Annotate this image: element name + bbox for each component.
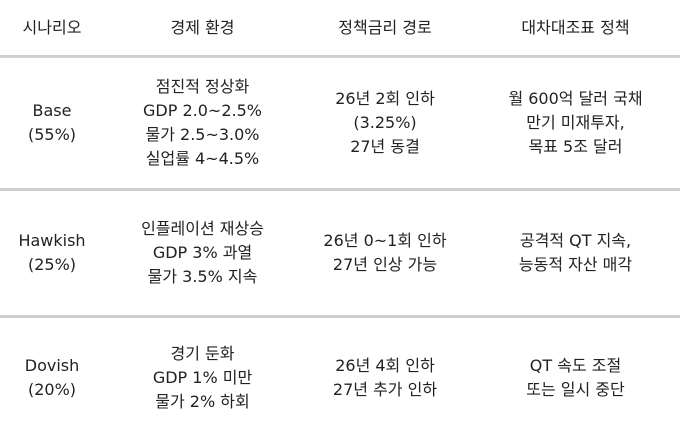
cell-line: 목표 5조 달러 <box>528 137 623 156</box>
cell-line: 능동적 자산 매각 <box>518 255 633 274</box>
header-balance-sheet: 대차대조표 정책 <box>469 0 680 58</box>
cell-line: (20%) <box>27 380 77 399</box>
cell-line: Dovish <box>24 356 80 375</box>
economy-cell: 인플레이션 재상승 GDP 3% 과열 물가 3.5% 지속 <box>104 189 300 318</box>
cell-line: 또는 일시 중단 <box>526 380 625 399</box>
cell-line: GDP 1% 미만 <box>152 368 253 387</box>
header-rate-path: 정책금리 경로 <box>299 0 470 58</box>
economy-cell: 점진적 정상화 GDP 2.0~2.5% 물가 2.5~3.0% 실업률 4~4… <box>104 56 300 191</box>
cell-line: 26년 4회 인하 <box>335 356 435 375</box>
table-row: Base (55%) 점진적 정상화 GDP 2.0~2.5% 물가 2.5~3… <box>0 56 680 191</box>
cell-line: 26년 0~1회 인하 <box>323 231 447 250</box>
cell-line: GDP 3% 과열 <box>152 243 253 262</box>
table-row: Dovish (20%) 경기 둔화 GDP 1% 미만 물가 2% 하회 26… <box>0 316 680 439</box>
cell-line: (55%) <box>27 125 77 144</box>
cell-line: GDP 2.0~2.5% <box>143 101 262 120</box>
cell-line: Hawkish <box>18 231 86 250</box>
header-economy: 경제 환경 <box>104 0 300 58</box>
cell-line: 27년 동결 <box>350 137 420 156</box>
cell-line: 물가 2.5~3.0% <box>145 125 260 144</box>
cell-line: 월 600억 달러 국채 <box>508 89 643 108</box>
rate-path-cell: 26년 2회 인하 (3.25%) 27년 동결 <box>299 56 470 191</box>
table-row: Hawkish (25%) 인플레이션 재상승 GDP 3% 과열 물가 3.5… <box>0 189 680 318</box>
cell-line: 인플레이션 재상승 <box>141 219 264 238</box>
cell-line: 물가 2% 하회 <box>155 392 250 411</box>
cell-line: 26년 2회 인하 <box>335 89 435 108</box>
header-row: 시나리오 경제 환경 정책금리 경로 대차대조표 정책 <box>0 0 680 58</box>
cell-line: 공격적 QT 지속, <box>519 231 632 250</box>
cell-line: (3.25%) <box>353 113 417 132</box>
cell-line: (25%) <box>27 255 77 274</box>
header-scenario: 시나리오 <box>0 0 105 58</box>
economy-cell: 경기 둔화 GDP 1% 미만 물가 2% 하회 <box>104 316 300 438</box>
cell-line: Base <box>32 101 72 120</box>
balance-sheet-cell: QT 속도 조절 또는 일시 중단 <box>469 316 680 438</box>
cell-line: 경기 둔화 <box>170 344 235 363</box>
cell-line: 물가 3.5% 지속 <box>147 267 258 286</box>
scenario-cell: Base (55%) <box>0 56 105 191</box>
cell-line: 27년 인상 가능 <box>332 255 438 274</box>
balance-sheet-cell: 공격적 QT 지속, 능동적 자산 매각 <box>469 189 680 318</box>
rate-path-cell: 26년 4회 인하 27년 추가 인하 <box>299 316 470 438</box>
cell-line: 27년 추가 인하 <box>332 380 438 399</box>
cell-line: 실업률 4~4.5% <box>145 149 260 168</box>
cell-line: 만기 미재투자, <box>526 113 625 132</box>
cell-line: 점진적 정상화 <box>155 77 250 96</box>
balance-sheet-cell: 월 600억 달러 국채 만기 미재투자, 목표 5조 달러 <box>469 56 680 191</box>
rate-path-cell: 26년 0~1회 인하 27년 인상 가능 <box>299 189 470 318</box>
scenario-cell: Hawkish (25%) <box>0 189 105 318</box>
scenario-cell: Dovish (20%) <box>0 317 105 439</box>
cell-line: QT 속도 조절 <box>529 356 622 375</box>
